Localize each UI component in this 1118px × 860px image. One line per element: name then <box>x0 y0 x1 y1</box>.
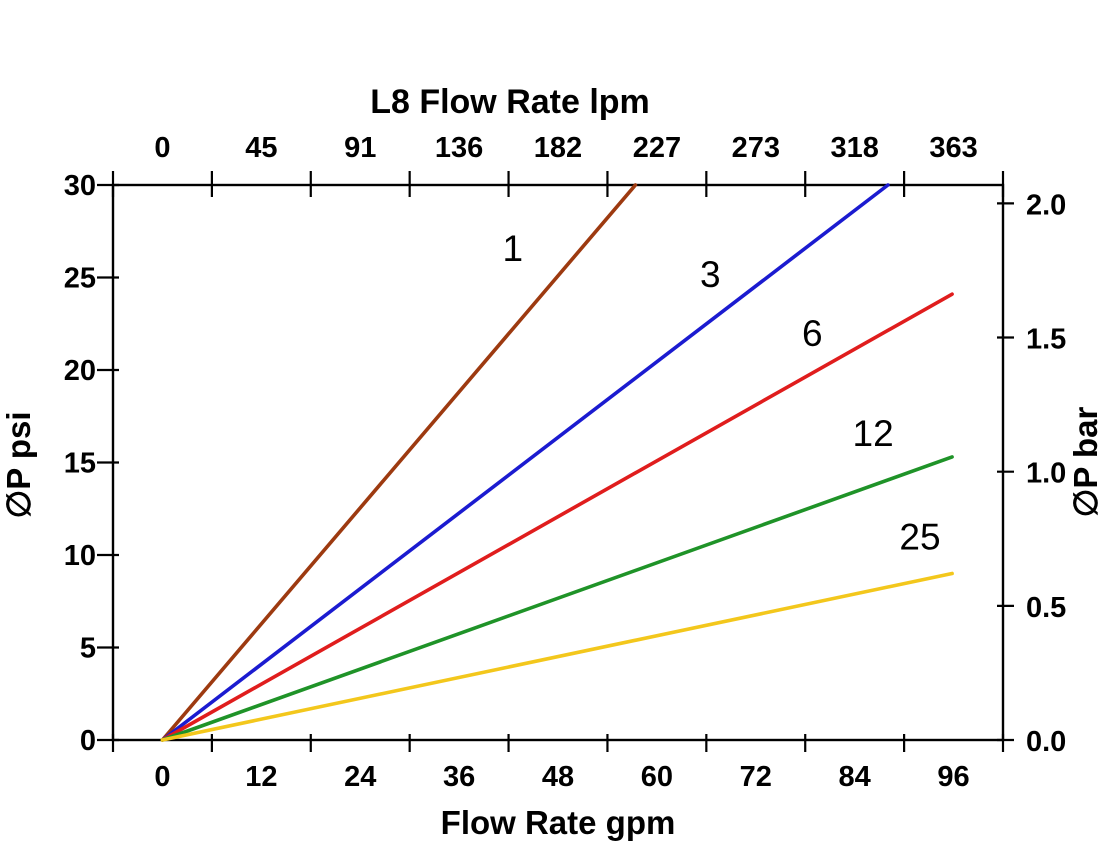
x-axis-bottom-tick-label: 96 <box>937 761 969 793</box>
y-axis-left-tick-label: 25 <box>64 263 96 295</box>
x-axis-bottom-tick-label: 72 <box>740 761 772 793</box>
y-axis-left-tick-label: 0 <box>80 725 96 757</box>
x-axis-top-tick-label: 318 <box>830 132 878 164</box>
x-axis-bottom-tick-label: 0 <box>154 761 170 793</box>
left-axis-title: ∅P psi <box>0 411 37 518</box>
series-label-1: 1 <box>503 228 524 269</box>
x-axis-bottom-tick-label: 36 <box>443 761 475 793</box>
right-axis-title: ∅P bar <box>1067 407 1104 518</box>
x-axis-bottom-tick-label: 84 <box>839 761 871 793</box>
y-axis-right-tick-label: 0.0 <box>1026 726 1066 758</box>
y-axis-left-tick-label: 5 <box>80 633 96 665</box>
x-axis-bottom-tick-label: 48 <box>542 761 574 793</box>
x-axis-bottom-tick-label: 24 <box>344 761 376 793</box>
y-axis-left-tick-label: 30 <box>64 170 96 202</box>
series-label-25: 25 <box>899 517 940 558</box>
x-axis-top-tick-label: 363 <box>929 132 977 164</box>
x-axis-top-tick-label: 227 <box>633 132 681 164</box>
x-axis-top-tick-label: 91 <box>344 132 376 164</box>
x-axis-top-tick-label: 45 <box>245 132 277 164</box>
series-label-6: 6 <box>802 313 823 354</box>
y-axis-left-tick-label: 20 <box>64 355 96 387</box>
plot-area: 0 12 24 36 48 60 72 84 960 45 91 136 182 227 273 318 363… <box>64 132 1067 793</box>
top-axis-title: L8 Flow Rate lpm <box>370 83 650 121</box>
x-axis-top-tick-label: 136 <box>435 132 483 164</box>
bottom-axis-title: Flow Rate gpm <box>441 804 676 841</box>
y-axis-right-tick-label: 1.0 <box>1026 458 1066 490</box>
x-axis-top-tick-label: 182 <box>534 132 582 164</box>
x-axis-top-tick-label: 273 <box>732 132 780 164</box>
x-axis-bottom-tick-label: 12 <box>245 761 277 793</box>
y-axis-right-tick-label: 1.5 <box>1026 324 1066 356</box>
series-line-12 <box>160 455 954 742</box>
series-label-12: 12 <box>853 413 894 454</box>
x-axis-top-tick-label: 0 <box>154 132 170 164</box>
series-label-3: 3 <box>700 254 721 295</box>
y-axis-right-tick-label: 2.0 <box>1026 189 1066 221</box>
y-axis-left-tick-label: 15 <box>64 448 96 480</box>
series-line-6 <box>160 292 954 742</box>
y-axis-left-tick-label: 10 <box>64 540 96 572</box>
x-axis-bottom-tick-label: 60 <box>641 761 673 793</box>
series-line-25 <box>160 571 954 742</box>
y-axis-right-tick-label: 0.5 <box>1026 592 1066 624</box>
series-line-1 <box>160 183 638 742</box>
series-line-3 <box>160 183 890 742</box>
